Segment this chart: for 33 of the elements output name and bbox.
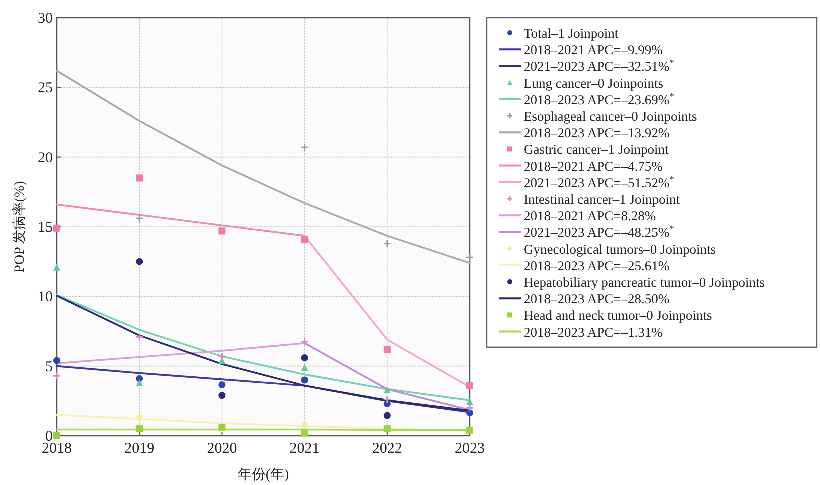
legend-label: Gastric cancer–1 Joinpoint — [524, 142, 669, 158]
x-tick-label: 2018 — [42, 441, 72, 457]
x-tick-label: 2021 — [290, 441, 320, 457]
x-tick-label: 2023 — [455, 441, 485, 457]
legend-label: 2018–2021 APC=–4.75% — [524, 158, 663, 174]
y-tick-label: 30 — [38, 11, 53, 27]
legend-label: Total–1 Joinpoint — [524, 26, 619, 41]
legend-label: 2021–2023 APC=–32.51%$^{*}$ — [524, 59, 675, 74]
x-tick-label: 2019 — [124, 441, 155, 457]
y-tick-label: 15 — [38, 220, 53, 236]
x-axis-title: 年份(年) — [238, 467, 290, 483]
legend-label: 2018–2023 APC=–23.69%$^{*}$ — [524, 92, 675, 108]
y-tick-label: 25 — [38, 80, 53, 97]
legend-label: 2018–2023 APC=–28.50% — [524, 292, 670, 307]
legend-label: 2021–2023 APC=–48.25%$^{*}$ — [524, 225, 675, 240]
legend-label: Lung cancer–0 Joinpoints — [524, 76, 664, 91]
legend-label: 2018–2021 APC=–9.99% — [524, 42, 663, 58]
x-tick-label: 2020 — [207, 441, 238, 457]
legend-label: Hepatobiliary pancreatic tumor–0 Joinpoints — [524, 275, 766, 290]
legend-label: Gynecological tumors–0 Joinpoints — [524, 242, 716, 257]
y-tick-label: 10 — [38, 290, 53, 306]
x-tick-label: 2022 — [372, 441, 402, 457]
legend-label: Intestinal cancer–1 Joinpoint — [524, 192, 680, 207]
y-tick-label: 20 — [38, 150, 53, 166]
legend-label: 2018–2023 APC=–13.92% — [524, 126, 670, 141]
y-tick-label: 5 — [46, 359, 53, 376]
y-axis-title: POP 发病率(%) — [12, 180, 28, 273]
legend-label: 2018–2023 APC=–25.61% — [524, 258, 670, 274]
legend-label: Esophageal cancer–0 Joinpoints — [524, 109, 698, 124]
legend-label: 2018–2023 APC=–1.31% — [524, 324, 663, 340]
legend-label: 2018–2021 APC=8.28% — [524, 208, 656, 224]
legend-label: 2021–2023 APC=–51.52%$^{*}$ — [524, 175, 675, 190]
legend-label: Head and neck tumor–0 Joinpoints — [524, 308, 712, 324]
